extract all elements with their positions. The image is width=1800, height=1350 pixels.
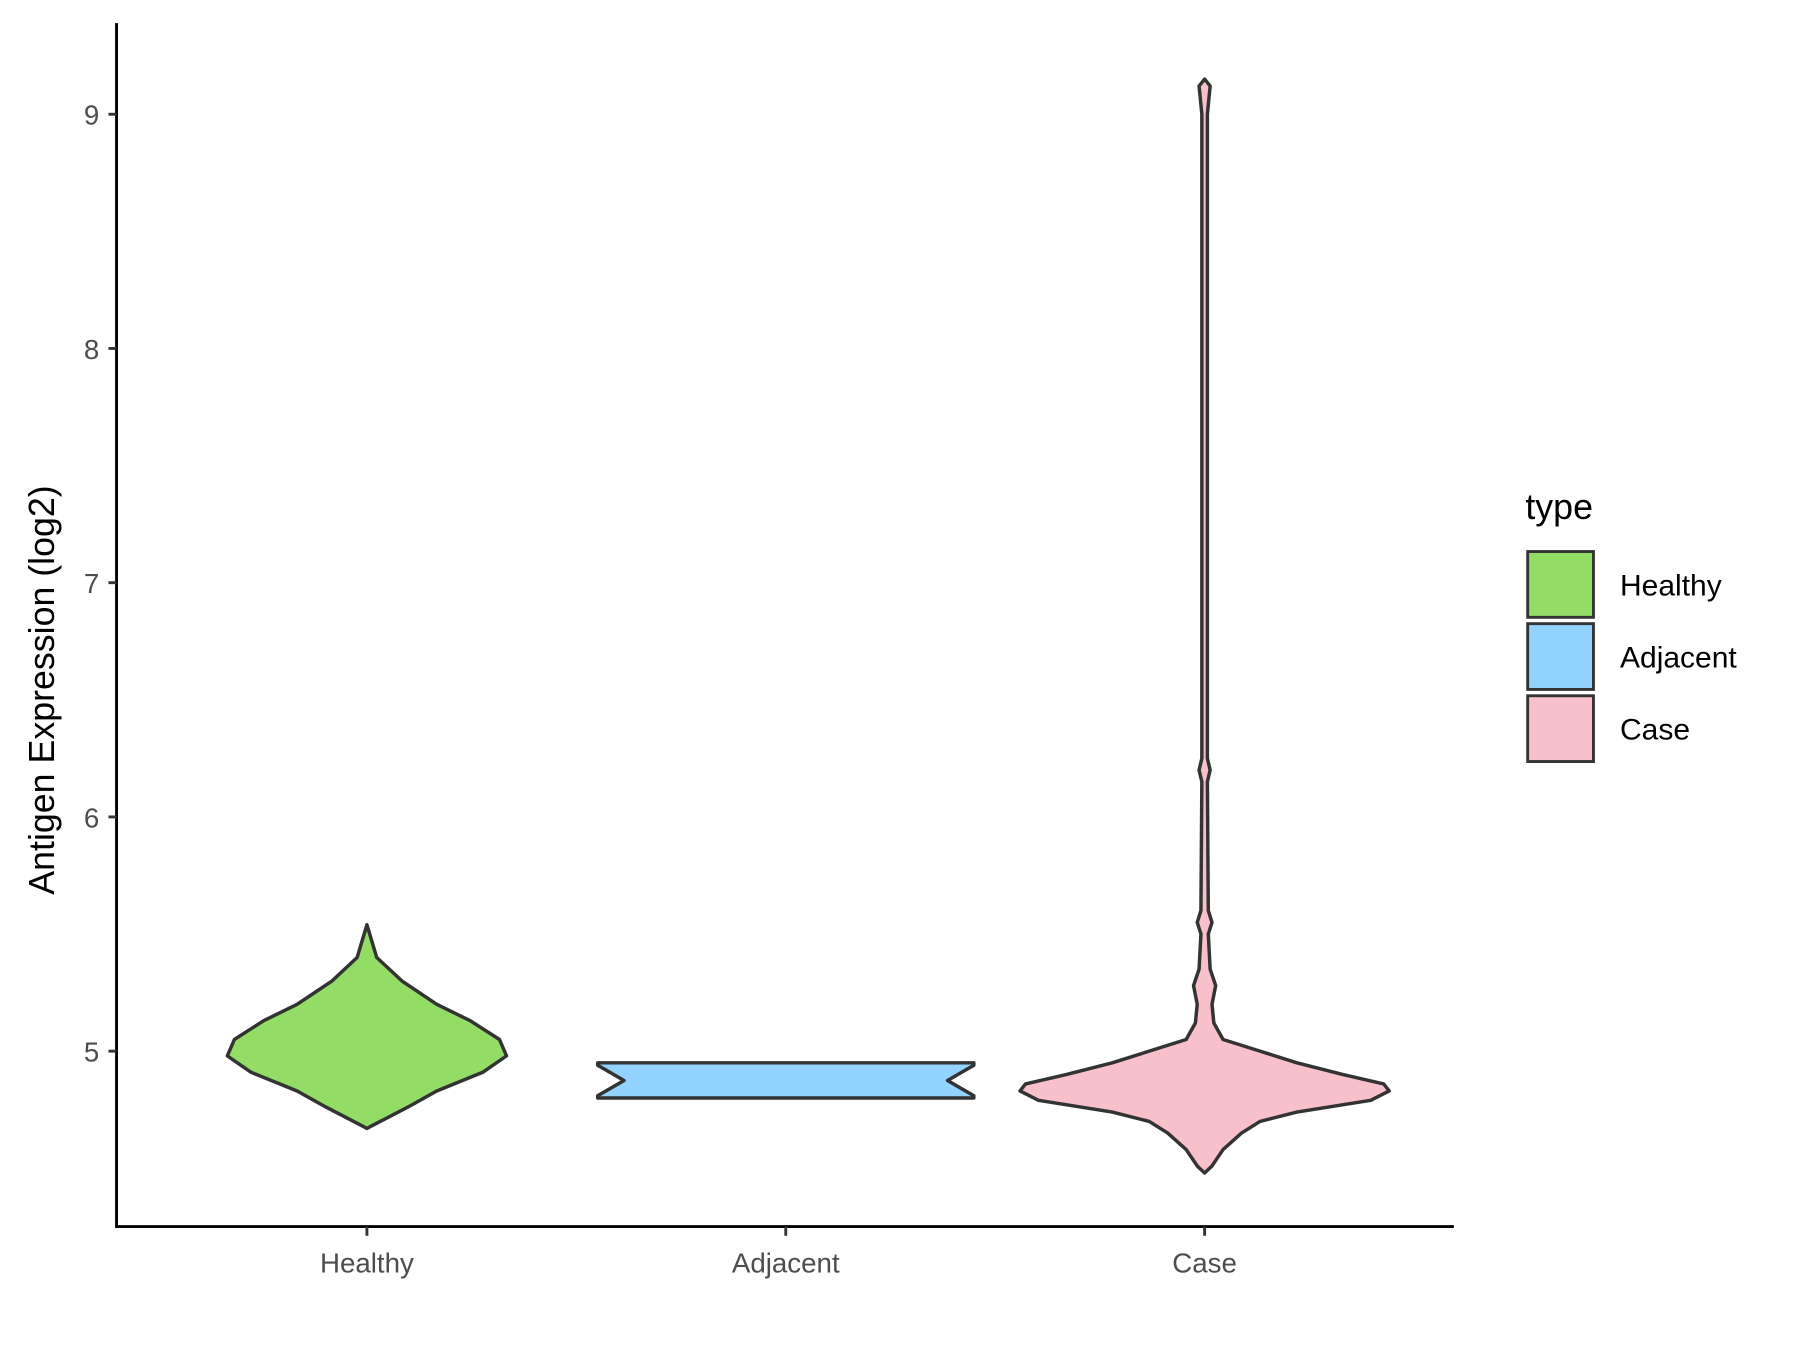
x-tick-label: Case (1172, 1248, 1237, 1279)
y-tick-label: 6 (84, 802, 99, 833)
violin-case (1018, 77, 1391, 1175)
y-tick-label: 7 (84, 568, 99, 599)
legend-swatch-case (1526, 694, 1595, 763)
legend-label: Healthy (1620, 569, 1722, 602)
legend: Healthy Adjacent Case (1526, 550, 1737, 763)
y-tick-label: 5 (84, 1037, 99, 1068)
y-tick-label: 8 (84, 334, 99, 365)
violins (225, 77, 1391, 1175)
x-tick-label: Healthy (320, 1248, 414, 1279)
violin-adjacent (595, 1061, 976, 1100)
legend-swatch-healthy (1526, 550, 1595, 619)
legend-swatch-adjacent (1526, 622, 1595, 691)
legend-label: Adjacent (1620, 642, 1737, 675)
violin-healthy (225, 922, 509, 1131)
legend-label: Case (1620, 714, 1690, 747)
x-tick-label: Adjacent (732, 1248, 840, 1279)
y-tick-label: 9 (84, 100, 99, 131)
legend-title: type (1525, 487, 1593, 527)
y-ticks: 5 6 7 8 9 (84, 100, 117, 1068)
x-ticks: Healthy Adjacent Case (320, 1226, 1237, 1279)
y-axis-label: Antigen Expression (log2) (22, 485, 62, 894)
